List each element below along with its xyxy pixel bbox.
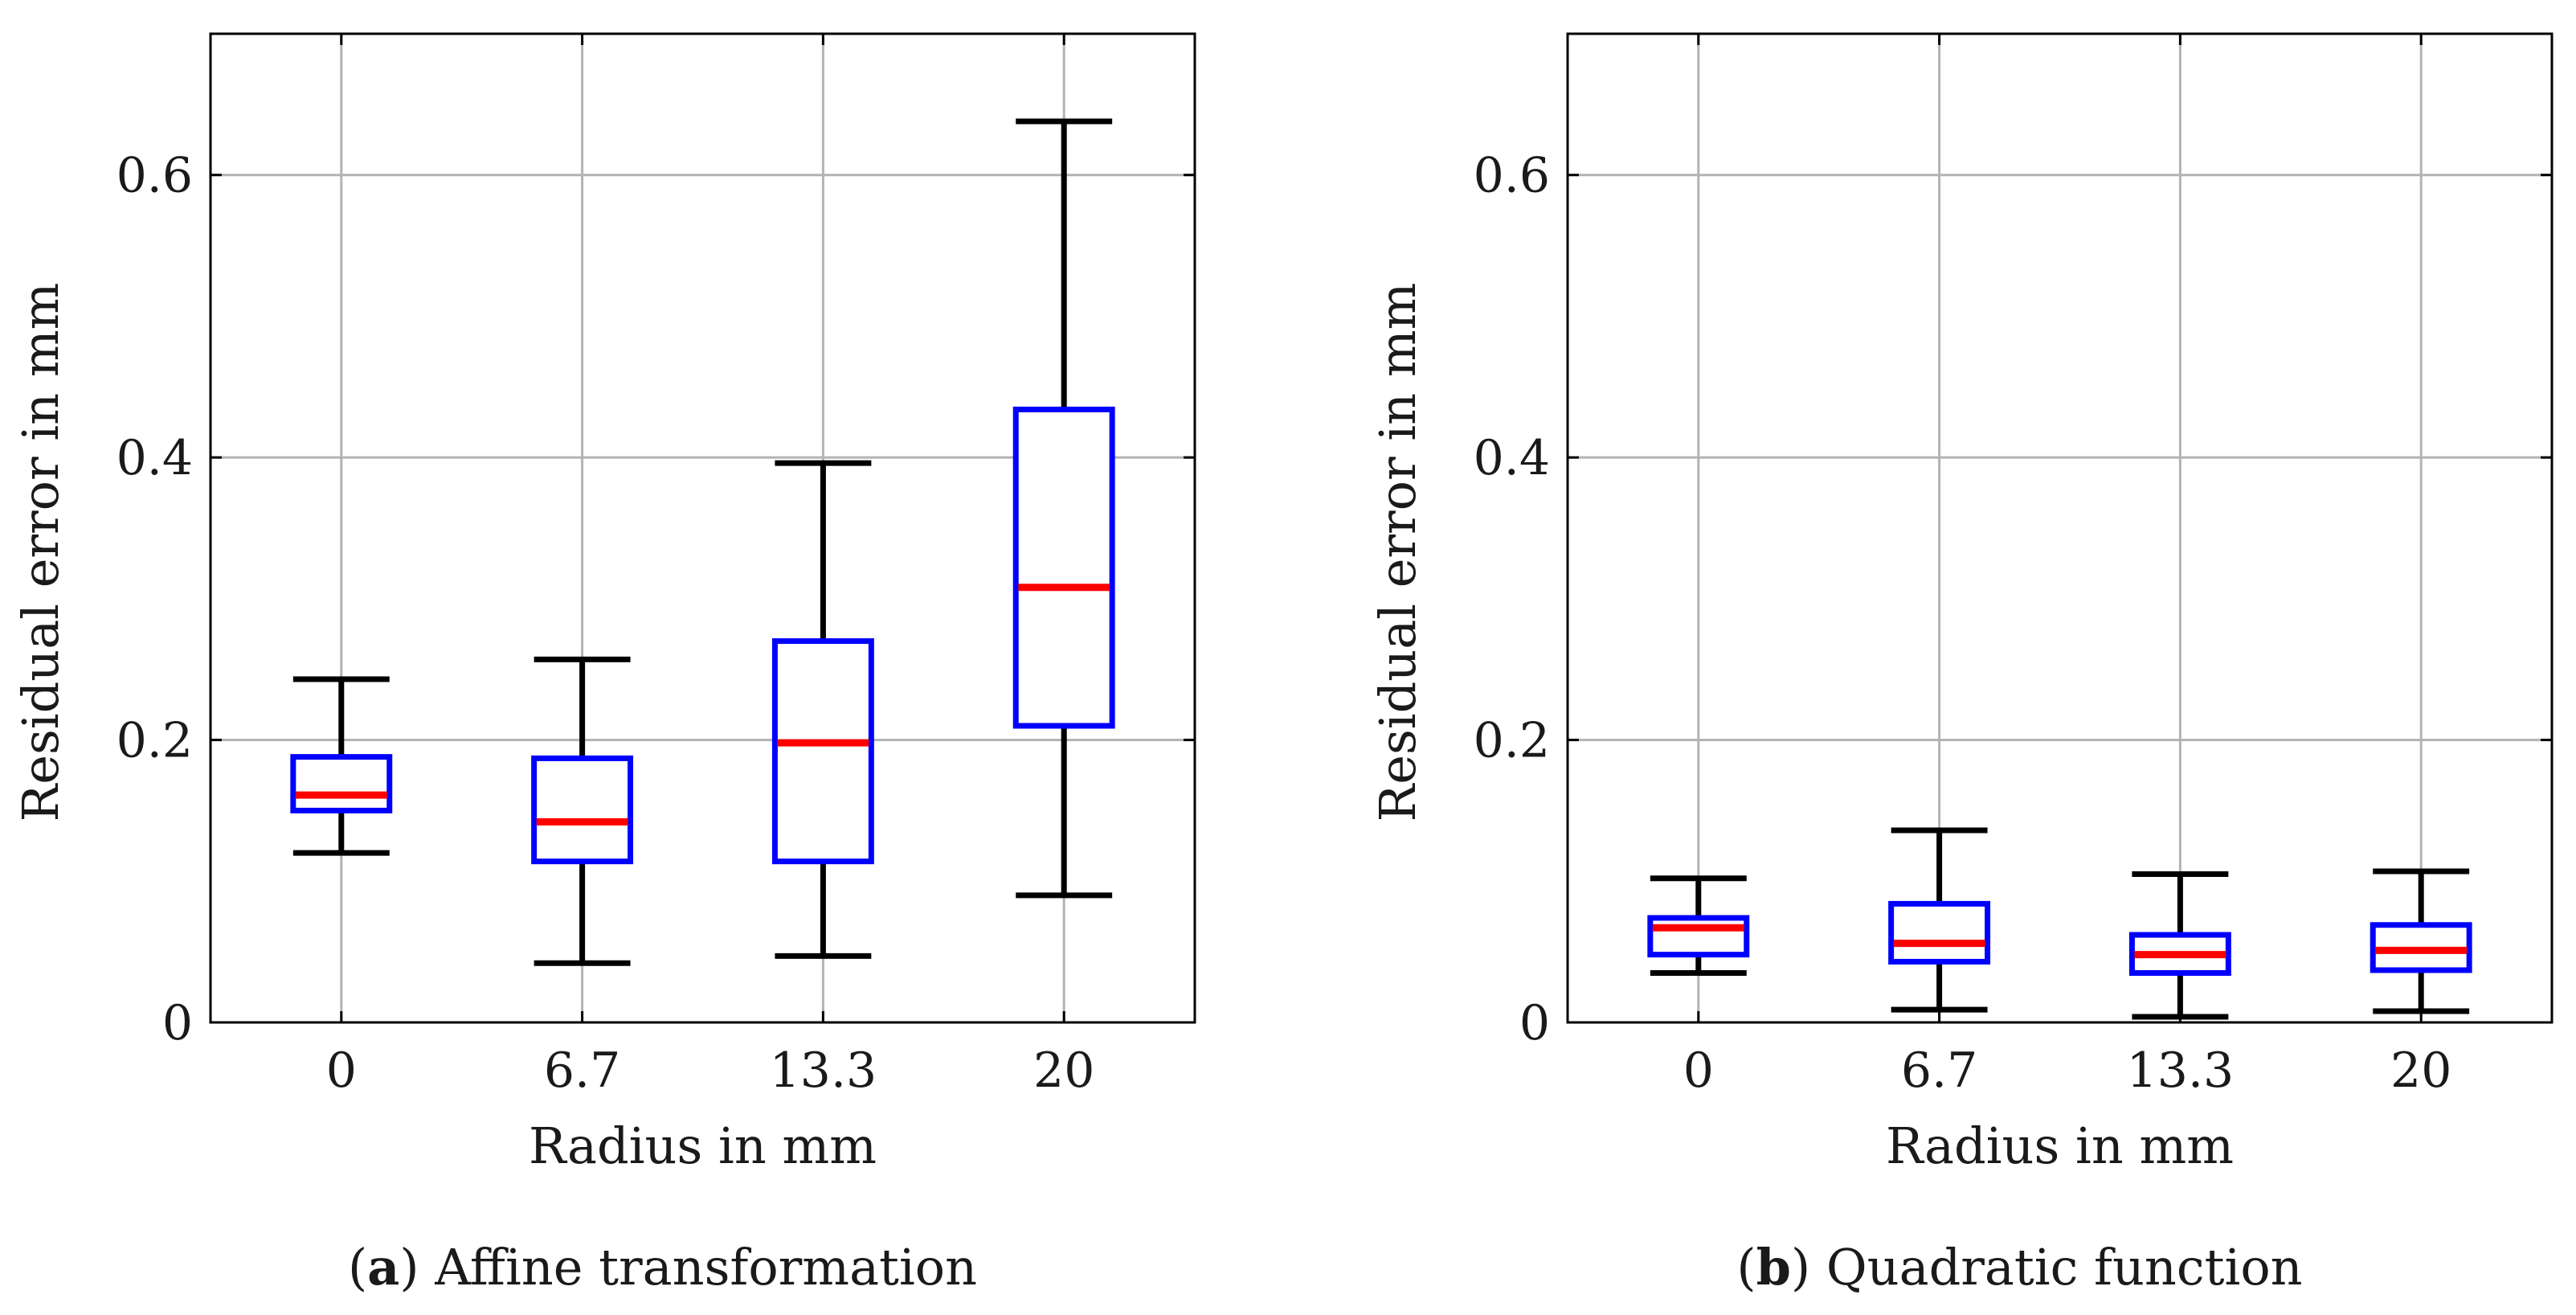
plot-frame (209, 32, 1196, 1024)
x-tick-label: 13.3 (2127, 1043, 2235, 1099)
caption-text: Quadratic function (1826, 1238, 2303, 1297)
y-tick-label: 0.6 (117, 148, 193, 204)
plot-frame (1566, 32, 2554, 1024)
y-axis-label: Residual error in mm (1368, 283, 1427, 822)
y-tick-label: 0.4 (117, 430, 193, 486)
boxplot-20 (2370, 868, 2472, 1014)
box-iqr (1888, 900, 1991, 965)
box-iqr (290, 754, 393, 813)
x-tick-label: 0 (326, 1043, 357, 1099)
boxplot-0 (1647, 875, 1750, 976)
panel-quadratic: 0 6.7 13.3 20 0 0.2 0.4 0.6 Radius in mm Residu… (1368, 32, 2554, 1297)
y-tick-label: 0 (1519, 995, 1550, 1051)
boxplot-6.7 (531, 656, 634, 966)
x-tick-label: 20 (1033, 1043, 1094, 1099)
box-iqr (1012, 406, 1115, 729)
boxplots (290, 118, 1115, 966)
boxplots (1647, 827, 2472, 1020)
x-tick-label: 0 (1683, 1043, 1714, 1099)
grid-lines (1568, 34, 2552, 1022)
y-tick-label: 0.4 (1474, 430, 1550, 486)
box-iqr (1647, 915, 1750, 958)
y-tick-label: 0 (162, 995, 193, 1051)
x-axis-label: Radius in mm (1886, 1116, 2234, 1175)
box-iqr (771, 638, 874, 865)
tick-labels: 0 6.7 13.3 20 0 0.2 0.4 0.6 (1474, 34, 2552, 1099)
boxplot-20 (1012, 118, 1115, 899)
boxplot-0 (290, 676, 393, 856)
boxplot-13.3 (771, 460, 874, 959)
y-axis-label: Residual error in mm (11, 283, 70, 822)
caption-text: Affine transformation (434, 1238, 977, 1297)
x-axis-label: Radius in mm (529, 1116, 877, 1175)
caption: (b) Quadratic function (1736, 1238, 2302, 1297)
tick-labels: 0 6.7 13.3 20 0 0.2 0.4 0.6 (117, 34, 1195, 1099)
x-tick-label: 13.3 (770, 1043, 877, 1099)
box-iqr (531, 755, 634, 865)
panel-affine: 0 6.7 13.3 20 0 0.2 0.4 0.6 Radius in mm Residu… (11, 32, 1196, 1297)
boxplot-6.7 (1888, 827, 1991, 1013)
caption-letter: a (367, 1238, 399, 1297)
x-tick-label: 6.7 (544, 1043, 620, 1099)
x-tick-label: 6.7 (1901, 1043, 1977, 1099)
caption-letter: b (1756, 1238, 1791, 1297)
y-tick-label: 0.2 (117, 713, 193, 769)
x-tick-label: 20 (2390, 1043, 2451, 1099)
caption: (a) Affine transformation (348, 1238, 977, 1297)
boxplot-13.3 (2128, 871, 2231, 1020)
y-tick-label: 0.6 (1474, 148, 1550, 204)
y-tick-label: 0.2 (1474, 713, 1550, 769)
